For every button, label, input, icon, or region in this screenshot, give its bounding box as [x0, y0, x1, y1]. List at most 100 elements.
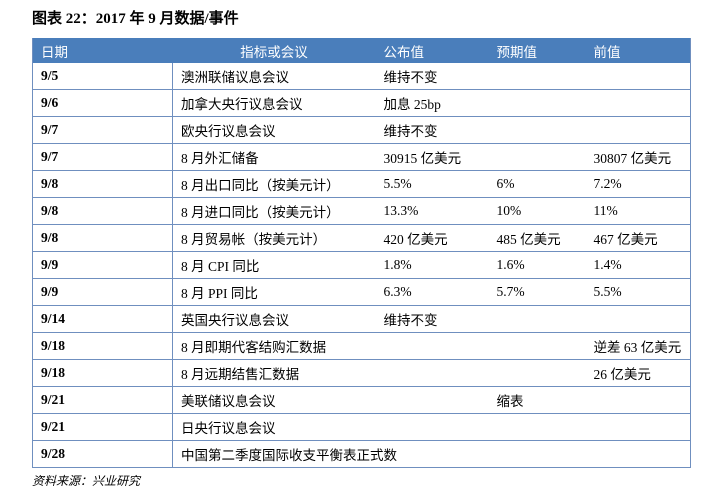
- table-cell: 8 月进口同比（按美元计）: [172, 197, 376, 225]
- table-cell: 30915 亿美元: [375, 143, 489, 171]
- table-cell: [375, 413, 489, 441]
- table-cell: 日央行议息会议: [172, 413, 376, 441]
- table-cell: 8 月外汇储备: [172, 143, 376, 171]
- table-cell: [488, 359, 586, 387]
- table-cell: 加息 25bp: [375, 89, 489, 117]
- table-cell: 9/8: [32, 224, 173, 252]
- table-cell: 30807 亿美元: [585, 143, 691, 171]
- table-cell: 8 月 CPI 同比: [172, 251, 376, 279]
- table-row: 9/8 8 月出口同比（按美元计） 5.5% 6% 7.2%: [32, 170, 691, 198]
- table-row: 9/7 8 月外汇储备 30915 亿美元 30807 亿美元: [32, 143, 691, 171]
- table-cell: [488, 440, 586, 468]
- table-row: 9/6 加拿大央行议息会议 加息 25bp: [32, 89, 691, 117]
- table-cell: 13.3%: [375, 197, 489, 225]
- header-cell: 前值: [585, 38, 691, 63]
- table-cell: 467 亿美元: [585, 224, 691, 252]
- table-cell: 9/18: [32, 359, 173, 387]
- table-cell: [585, 89, 691, 117]
- table-row: 9/9 8 月 PPI 同比 6.3% 5.7% 5.5%: [32, 278, 691, 306]
- table-cell: 9/7: [32, 116, 173, 144]
- table-cell: 9/28: [32, 440, 173, 468]
- table-cell: 欧央行议息会议: [172, 116, 376, 144]
- table-cell: 11%: [585, 197, 691, 225]
- header-cell: 预期值: [488, 38, 586, 63]
- header-cell: 指标或会议: [172, 38, 376, 63]
- table-cell: 8 月贸易帐（按美元计）: [172, 224, 376, 252]
- header-cell: 日期: [32, 38, 173, 63]
- table-cell: 9/21: [32, 413, 173, 441]
- header-row: 日期 指标或会议 公布值 预期值 前值: [32, 38, 691, 63]
- table-cell: [488, 413, 586, 441]
- table-cell: [585, 440, 691, 468]
- table-cell: 加拿大央行议息会议: [172, 89, 376, 117]
- table-cell: 1.6%: [488, 251, 586, 279]
- table-row: 9/18 8 月即期代客结购汇数据 逆差 63 亿美元: [32, 332, 691, 360]
- table-cell: 9/5: [32, 63, 173, 90]
- table-cell: 维持不变: [375, 305, 489, 333]
- data-table: 日期 指标或会议 公布值 预期值 前值 9/5 澳洲联储议息会议 维持不变 9/6 加拿大央行议…: [32, 38, 691, 468]
- table-row: 9/8 8 月进口同比（按美元计） 13.3% 10% 11%: [32, 197, 691, 225]
- table-cell: [375, 386, 489, 414]
- table-cell: 8 月远期结售汇数据: [172, 359, 376, 387]
- table-cell: 5.5%: [375, 170, 489, 198]
- table-cell: 1.4%: [585, 251, 691, 279]
- table-cell: 9/9: [32, 251, 173, 279]
- table-cell: 9/9: [32, 278, 173, 306]
- header-cell: 公布值: [375, 38, 489, 63]
- table-row: 9/21 日央行议息会议: [32, 413, 691, 441]
- table-cell: 10%: [488, 197, 586, 225]
- table-cell: 英国央行议息会议: [172, 305, 376, 333]
- table-cell: 6.3%: [375, 278, 489, 306]
- table-cell: 9/14: [32, 305, 173, 333]
- table-cell: 逆差 63 亿美元: [585, 332, 691, 360]
- table-cell: 缩表: [488, 386, 586, 414]
- table-row: 9/18 8 月远期结售汇数据 26 亿美元: [32, 359, 691, 387]
- table-cell: 6%: [488, 170, 586, 198]
- table-cell: [585, 305, 691, 333]
- table-row: 9/28 中国第二季度国际收支平衡表正式数: [32, 440, 691, 468]
- table-cell: 420 亿美元: [375, 224, 489, 252]
- table-cell: 9/7: [32, 143, 173, 171]
- table-cell: 9/21: [32, 386, 173, 414]
- table-cell: [585, 116, 691, 144]
- table-row: 9/14 英国央行议息会议 维持不变: [32, 305, 691, 333]
- table-cell: 1.8%: [375, 251, 489, 279]
- table-cell: [585, 413, 691, 441]
- table-body: 9/5 澳洲联储议息会议 维持不变 9/6 加拿大央行议息会议 加息 25bp 9/7 欧央行…: [32, 63, 691, 468]
- table-cell: 9/8: [32, 197, 173, 225]
- table-cell: 5.7%: [488, 278, 586, 306]
- table-cell: 26 亿美元: [585, 359, 691, 387]
- table-cell: 8 月即期代客结购汇数据: [172, 332, 376, 360]
- table-cell: [375, 440, 489, 468]
- table-cell: 8 月出口同比（按美元计）: [172, 170, 376, 198]
- table-cell: 7.2%: [585, 170, 691, 198]
- table-cell: 9/8: [32, 170, 173, 198]
- table-cell: [488, 332, 586, 360]
- table-cell: 485 亿美元: [488, 224, 586, 252]
- table-cell: [488, 143, 586, 171]
- table-cell: 5.5%: [585, 278, 691, 306]
- table-cell: 维持不变: [375, 116, 489, 144]
- table-cell: [375, 332, 489, 360]
- table-cell: [488, 305, 586, 333]
- table-cell: 8 月 PPI 同比: [172, 278, 376, 306]
- table-row: 9/9 8 月 CPI 同比 1.8% 1.6% 1.4%: [32, 251, 691, 279]
- table-cell: 9/18: [32, 332, 173, 360]
- table-cell: [585, 386, 691, 414]
- table-cell: 中国第二季度国际收支平衡表正式数: [172, 440, 397, 468]
- table-cell: 维持不变: [375, 63, 489, 90]
- table-cell: [585, 63, 691, 90]
- table-cell: 美联储议息会议: [172, 386, 376, 414]
- table-cell: [488, 116, 586, 144]
- table-cell: [375, 359, 489, 387]
- table-row: 9/7 欧央行议息会议 维持不变: [32, 116, 691, 144]
- table-cell: 9/6: [32, 89, 173, 117]
- title: 图表 22：2017 年 9 月数据/事件: [32, 11, 239, 27]
- source-note: 资料来源：兴业研究: [32, 474, 141, 488]
- table-cell: [488, 89, 586, 117]
- table-row: 9/8 8 月贸易帐（按美元计） 420 亿美元 485 亿美元 467 亿美元: [32, 224, 691, 252]
- table-cell: 澳洲联储议息会议: [172, 63, 376, 90]
- table-row: 9/21 美联储议息会议 缩表: [32, 386, 691, 414]
- table-cell: [488, 63, 586, 90]
